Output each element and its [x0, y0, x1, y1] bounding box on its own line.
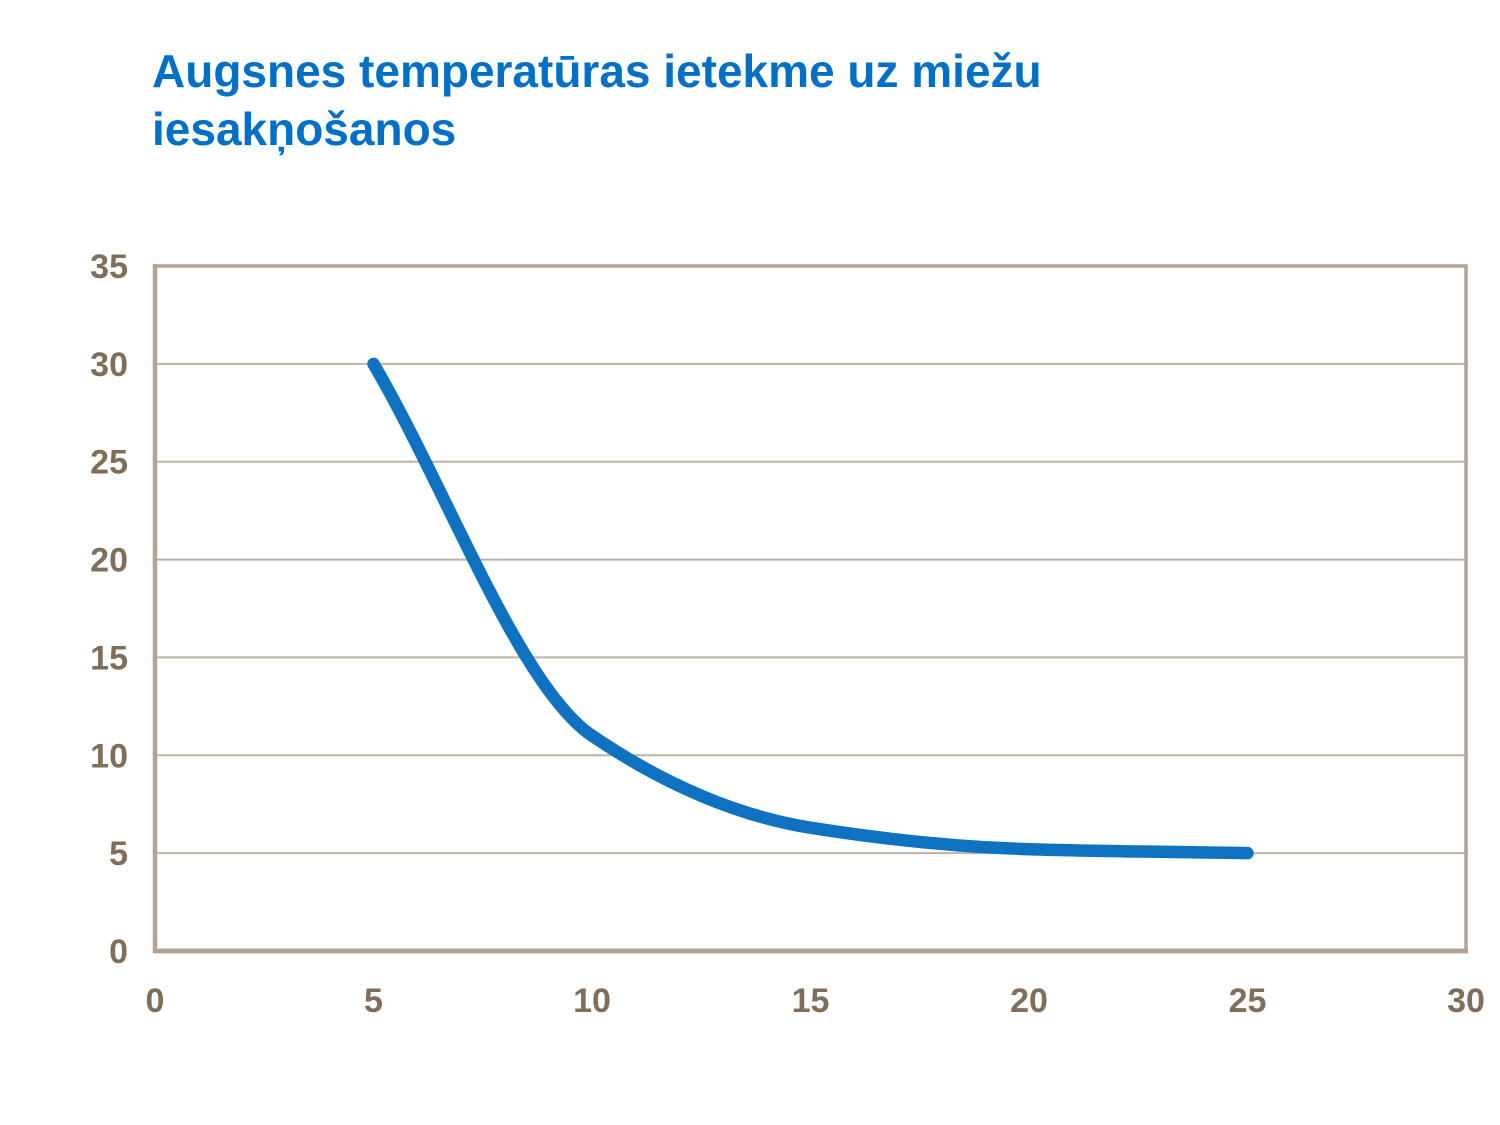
x-axis-tick-label: 25 — [1229, 982, 1267, 1020]
x-axis-tick-label: 5 — [364, 982, 383, 1020]
y-axis-tick-label: 30 — [90, 346, 128, 384]
y-axis-tick-label: 5 — [109, 835, 128, 873]
x-axis-tick-label: 20 — [1010, 982, 1048, 1020]
data-series-line — [367, 357, 1254, 860]
y-axis-tick-label: 0 — [109, 933, 128, 971]
x-axis-tick-label: 0 — [146, 982, 165, 1020]
y-axis-tick-label: 25 — [90, 444, 128, 482]
y-axis-tick-label: 10 — [90, 737, 128, 775]
y-axis-tick-label: 35 — [90, 248, 128, 286]
x-axis-tick-label: 30 — [1447, 982, 1485, 1020]
y-axis-tick-label: 15 — [90, 639, 128, 677]
x-axis-tick-label: 10 — [573, 982, 611, 1020]
page-title: Augsnes temperatūras ietekme uz miežu ie… — [152, 45, 1042, 156]
x-axis-tick-label: 15 — [792, 982, 830, 1020]
plot-border — [153, 264, 1468, 953]
y-axis-tick-label: 20 — [90, 542, 128, 580]
